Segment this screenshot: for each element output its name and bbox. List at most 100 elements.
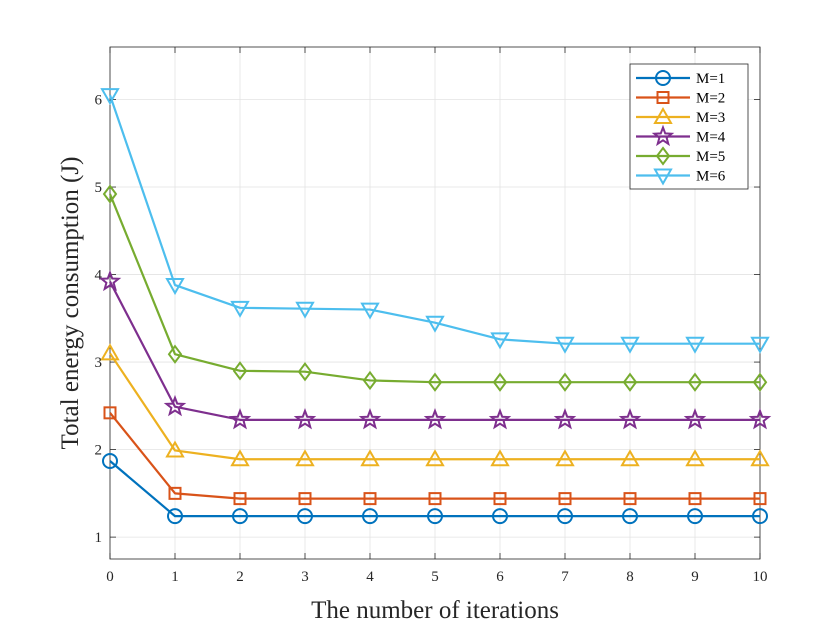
data-point <box>230 449 250 467</box>
legend-label: M=6 <box>696 169 726 185</box>
data-point <box>488 407 512 430</box>
series-line <box>108 94 760 345</box>
data-point <box>100 343 120 361</box>
x-tick-label: 0 <box>106 569 114 585</box>
legend-label: M=5 <box>696 149 725 165</box>
data-point <box>750 449 770 467</box>
data-point <box>362 508 378 525</box>
data-point <box>622 508 638 525</box>
data-point <box>490 332 510 350</box>
data-point <box>362 370 378 391</box>
data-point <box>685 336 705 354</box>
data-point <box>623 492 637 506</box>
data-point <box>297 362 313 382</box>
x-tick-label: 7 <box>561 569 569 585</box>
data-point <box>752 372 768 392</box>
data-point <box>293 407 317 430</box>
legend-item: M=1 <box>636 70 725 87</box>
x-tick-label: 2 <box>236 569 244 585</box>
legend-label: M=1 <box>696 71 725 87</box>
data-point <box>360 449 380 467</box>
data-point <box>557 508 573 525</box>
x-tick-label: 4 <box>366 569 374 585</box>
data-point <box>168 486 182 500</box>
legend-marker <box>655 146 671 166</box>
data-point <box>748 407 772 430</box>
data-point <box>295 301 315 319</box>
legend-label: M=4 <box>696 130 726 146</box>
data-point <box>98 269 122 292</box>
data-point <box>232 508 248 525</box>
legend-item: M=4 <box>636 124 726 147</box>
data-point <box>232 361 248 381</box>
series-line <box>109 460 760 518</box>
data-point <box>620 449 640 467</box>
x-tick-label: 10 <box>753 569 768 585</box>
x-tick-label: 8 <box>626 569 634 585</box>
data-point <box>297 508 313 525</box>
tick-labels: 0 1 2 3 4 5 6 7 8 9 10 1 2 3 4 5 6 <box>95 93 768 585</box>
legend-item: M=3 <box>636 106 725 126</box>
data-point <box>622 372 638 392</box>
y-tick-label: 2 <box>95 443 103 459</box>
data-point <box>492 508 508 525</box>
data-point <box>752 508 768 525</box>
legend-item: M=6 <box>636 168 726 186</box>
x-tick-label: 1 <box>171 569 179 585</box>
data-point <box>620 336 640 354</box>
legend-marker <box>651 124 675 147</box>
series-line <box>109 352 760 461</box>
series-m5 <box>102 184 768 392</box>
data-point <box>555 449 575 467</box>
data-point <box>423 407 447 430</box>
data-point <box>360 302 380 320</box>
legend: M=1 M=2 M=3 M=4 M=5 M=6 <box>629 63 749 190</box>
data-point <box>750 336 770 354</box>
data-point <box>233 492 247 506</box>
data-point <box>687 372 703 392</box>
series-m2 <box>103 406 767 506</box>
data-point <box>363 492 377 506</box>
legend-marker <box>653 106 673 124</box>
legend-box <box>629 63 749 190</box>
data-point <box>230 300 250 318</box>
series-m4 <box>98 269 772 430</box>
data-point <box>358 407 382 430</box>
data-point <box>687 508 703 525</box>
data-point <box>165 440 185 458</box>
data-point <box>167 344 183 364</box>
data-point <box>298 492 312 506</box>
data-point <box>428 492 442 506</box>
data-point <box>683 407 707 430</box>
data-point <box>493 492 507 506</box>
series-line <box>108 193 760 384</box>
data-point <box>685 449 705 467</box>
y-tick-label: 3 <box>95 355 103 371</box>
data-point <box>555 336 575 354</box>
x-tick-label: 6 <box>496 569 504 585</box>
legend-marker <box>653 168 673 186</box>
series-m6 <box>100 88 770 354</box>
x-axis-title: The number of iterations <box>311 597 559 624</box>
data-point <box>753 492 767 506</box>
series-m3 <box>100 343 770 467</box>
x-tick-label: 5 <box>431 569 439 585</box>
y-axis-title: Total energy consumption (J) <box>57 157 84 450</box>
data-point <box>553 407 577 430</box>
data-point <box>295 449 315 467</box>
data-point <box>165 278 185 296</box>
data-point <box>688 492 702 506</box>
y-tick-label: 1 <box>95 530 103 546</box>
data-point <box>618 407 642 430</box>
data-point <box>425 315 445 333</box>
data-point <box>103 406 117 420</box>
data-point <box>167 508 183 525</box>
series-line <box>109 281 760 421</box>
data-point <box>102 184 118 204</box>
legend-label: M=2 <box>696 91 725 107</box>
legend-label: M=3 <box>696 110 725 126</box>
x-tick-label: 9 <box>691 569 699 585</box>
data-point <box>102 452 118 469</box>
data-point <box>558 492 572 506</box>
